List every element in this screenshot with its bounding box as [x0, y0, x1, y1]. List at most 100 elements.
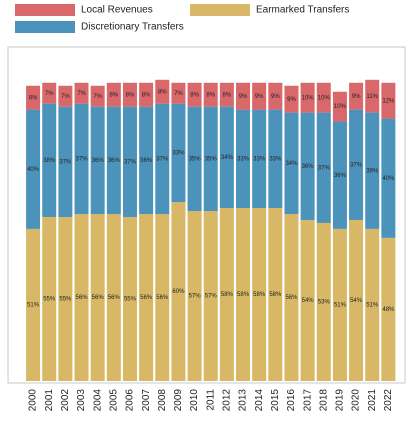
data-label: 35%: [205, 156, 218, 162]
x-tick-label: 2012: [222, 389, 233, 412]
bar-segment: [187, 106, 202, 212]
bar-segment: [365, 112, 380, 229]
data-label: 7%: [93, 94, 102, 100]
bar-segment: [300, 112, 315, 220]
data-label: 53%: [318, 300, 331, 306]
bar-segment: [122, 82, 137, 107]
legend-label: Local Revenues: [81, 5, 153, 16]
x-tick-label: 2011: [205, 389, 216, 411]
bar-segment: [252, 208, 267, 381]
bar-segment: [332, 91, 347, 122]
data-label: 58%: [237, 292, 250, 298]
data-label: 7%: [174, 91, 183, 97]
bar-segment: [316, 82, 331, 113]
x-tick-label: 2019: [335, 389, 346, 412]
bar-segment: [381, 118, 396, 238]
x-tick-label: 2008: [157, 389, 168, 412]
legend-label: Earmarked Transfers: [256, 5, 349, 16]
data-label: 58%: [221, 292, 234, 298]
data-label: 54%: [302, 298, 315, 304]
data-label: 56%: [140, 295, 153, 301]
x-tick-label: 2002: [60, 389, 71, 412]
data-label: 9%: [271, 94, 280, 100]
bar-segment: [284, 214, 299, 381]
data-label: 33%: [237, 156, 250, 162]
data-label: 9%: [239, 94, 248, 100]
data-label: 55%: [59, 297, 72, 303]
bar-segment: [90, 214, 105, 381]
data-label: 58%: [269, 292, 282, 298]
bar-segment: [122, 106, 137, 217]
x-tick-label: 2003: [76, 389, 87, 412]
data-label: 37%: [156, 156, 169, 162]
bar-segment: [268, 82, 283, 110]
data-label: 37%: [318, 165, 331, 171]
bar-segment: [252, 82, 267, 110]
bar-segment: [74, 82, 89, 104]
data-label: 8%: [223, 92, 232, 98]
bar-segment: [171, 82, 186, 104]
data-label: 7%: [61, 94, 70, 100]
legend-label: Discretionary Transfers: [81, 22, 184, 33]
bar-segment: [332, 228, 347, 381]
bar-segment: [171, 202, 186, 381]
bar-segment: [155, 214, 170, 381]
bar-segment: [26, 228, 41, 381]
bar-segment: [187, 211, 202, 381]
x-tick-label: 2000: [28, 389, 39, 412]
bar-segment: [26, 85, 41, 110]
bar-segment: [74, 214, 89, 381]
x-tick-label: 2001: [44, 389, 55, 412]
data-label: 36%: [302, 164, 315, 170]
bar-segment: [365, 79, 380, 113]
x-tick-label: 2004: [92, 389, 103, 412]
legend-swatch: [190, 4, 250, 16]
data-label: 11%: [366, 94, 378, 100]
bar-segment: [139, 106, 154, 214]
bar-segment: [268, 109, 283, 209]
legend-swatch: [15, 4, 75, 16]
data-label: 7%: [45, 91, 54, 97]
data-label: 36%: [108, 158, 121, 164]
bar-segment: [236, 82, 251, 110]
data-label: 37%: [76, 156, 89, 162]
bar-segment: [219, 208, 234, 381]
data-label: 55%: [124, 297, 137, 303]
data-label: 34%: [221, 155, 234, 161]
bar-segment: [139, 214, 154, 381]
bar-segment: [42, 103, 57, 217]
x-tick-label: 2005: [108, 389, 119, 412]
x-tick-label: 2013: [238, 389, 249, 412]
data-label: 34%: [285, 161, 298, 167]
data-label: 9%: [287, 97, 296, 103]
data-label: 8%: [190, 92, 199, 98]
data-label: 9%: [255, 94, 264, 100]
data-label: 58%: [253, 292, 266, 298]
bar-segment: [349, 82, 364, 110]
bar-segment: [139, 82, 154, 107]
data-label: 12%: [382, 98, 395, 104]
x-tick-label: 2010: [189, 389, 200, 412]
x-tick-label: 2006: [125, 389, 136, 412]
data-label: 51%: [334, 303, 347, 309]
bar-segment: [106, 214, 121, 381]
bar-segment: [316, 112, 331, 223]
bar-segment: [300, 219, 315, 381]
data-label: 10%: [334, 104, 347, 110]
bar-segment: [268, 208, 283, 381]
bar-segment: [252, 109, 267, 209]
data-label: 55%: [43, 297, 56, 303]
bar-segment: [381, 237, 396, 381]
bar-segment: [42, 216, 57, 381]
bar-segment: [219, 106, 234, 209]
bar-segment: [155, 79, 170, 104]
x-tick-label: 2020: [351, 389, 362, 412]
x-tick-label: 2021: [367, 389, 378, 412]
bar-segment: [203, 106, 218, 212]
data-label: 10%: [318, 95, 331, 101]
data-label: 56%: [285, 295, 298, 301]
data-label: 38%: [43, 158, 56, 164]
data-label: 8%: [126, 92, 135, 98]
bar-segment: [203, 211, 218, 381]
